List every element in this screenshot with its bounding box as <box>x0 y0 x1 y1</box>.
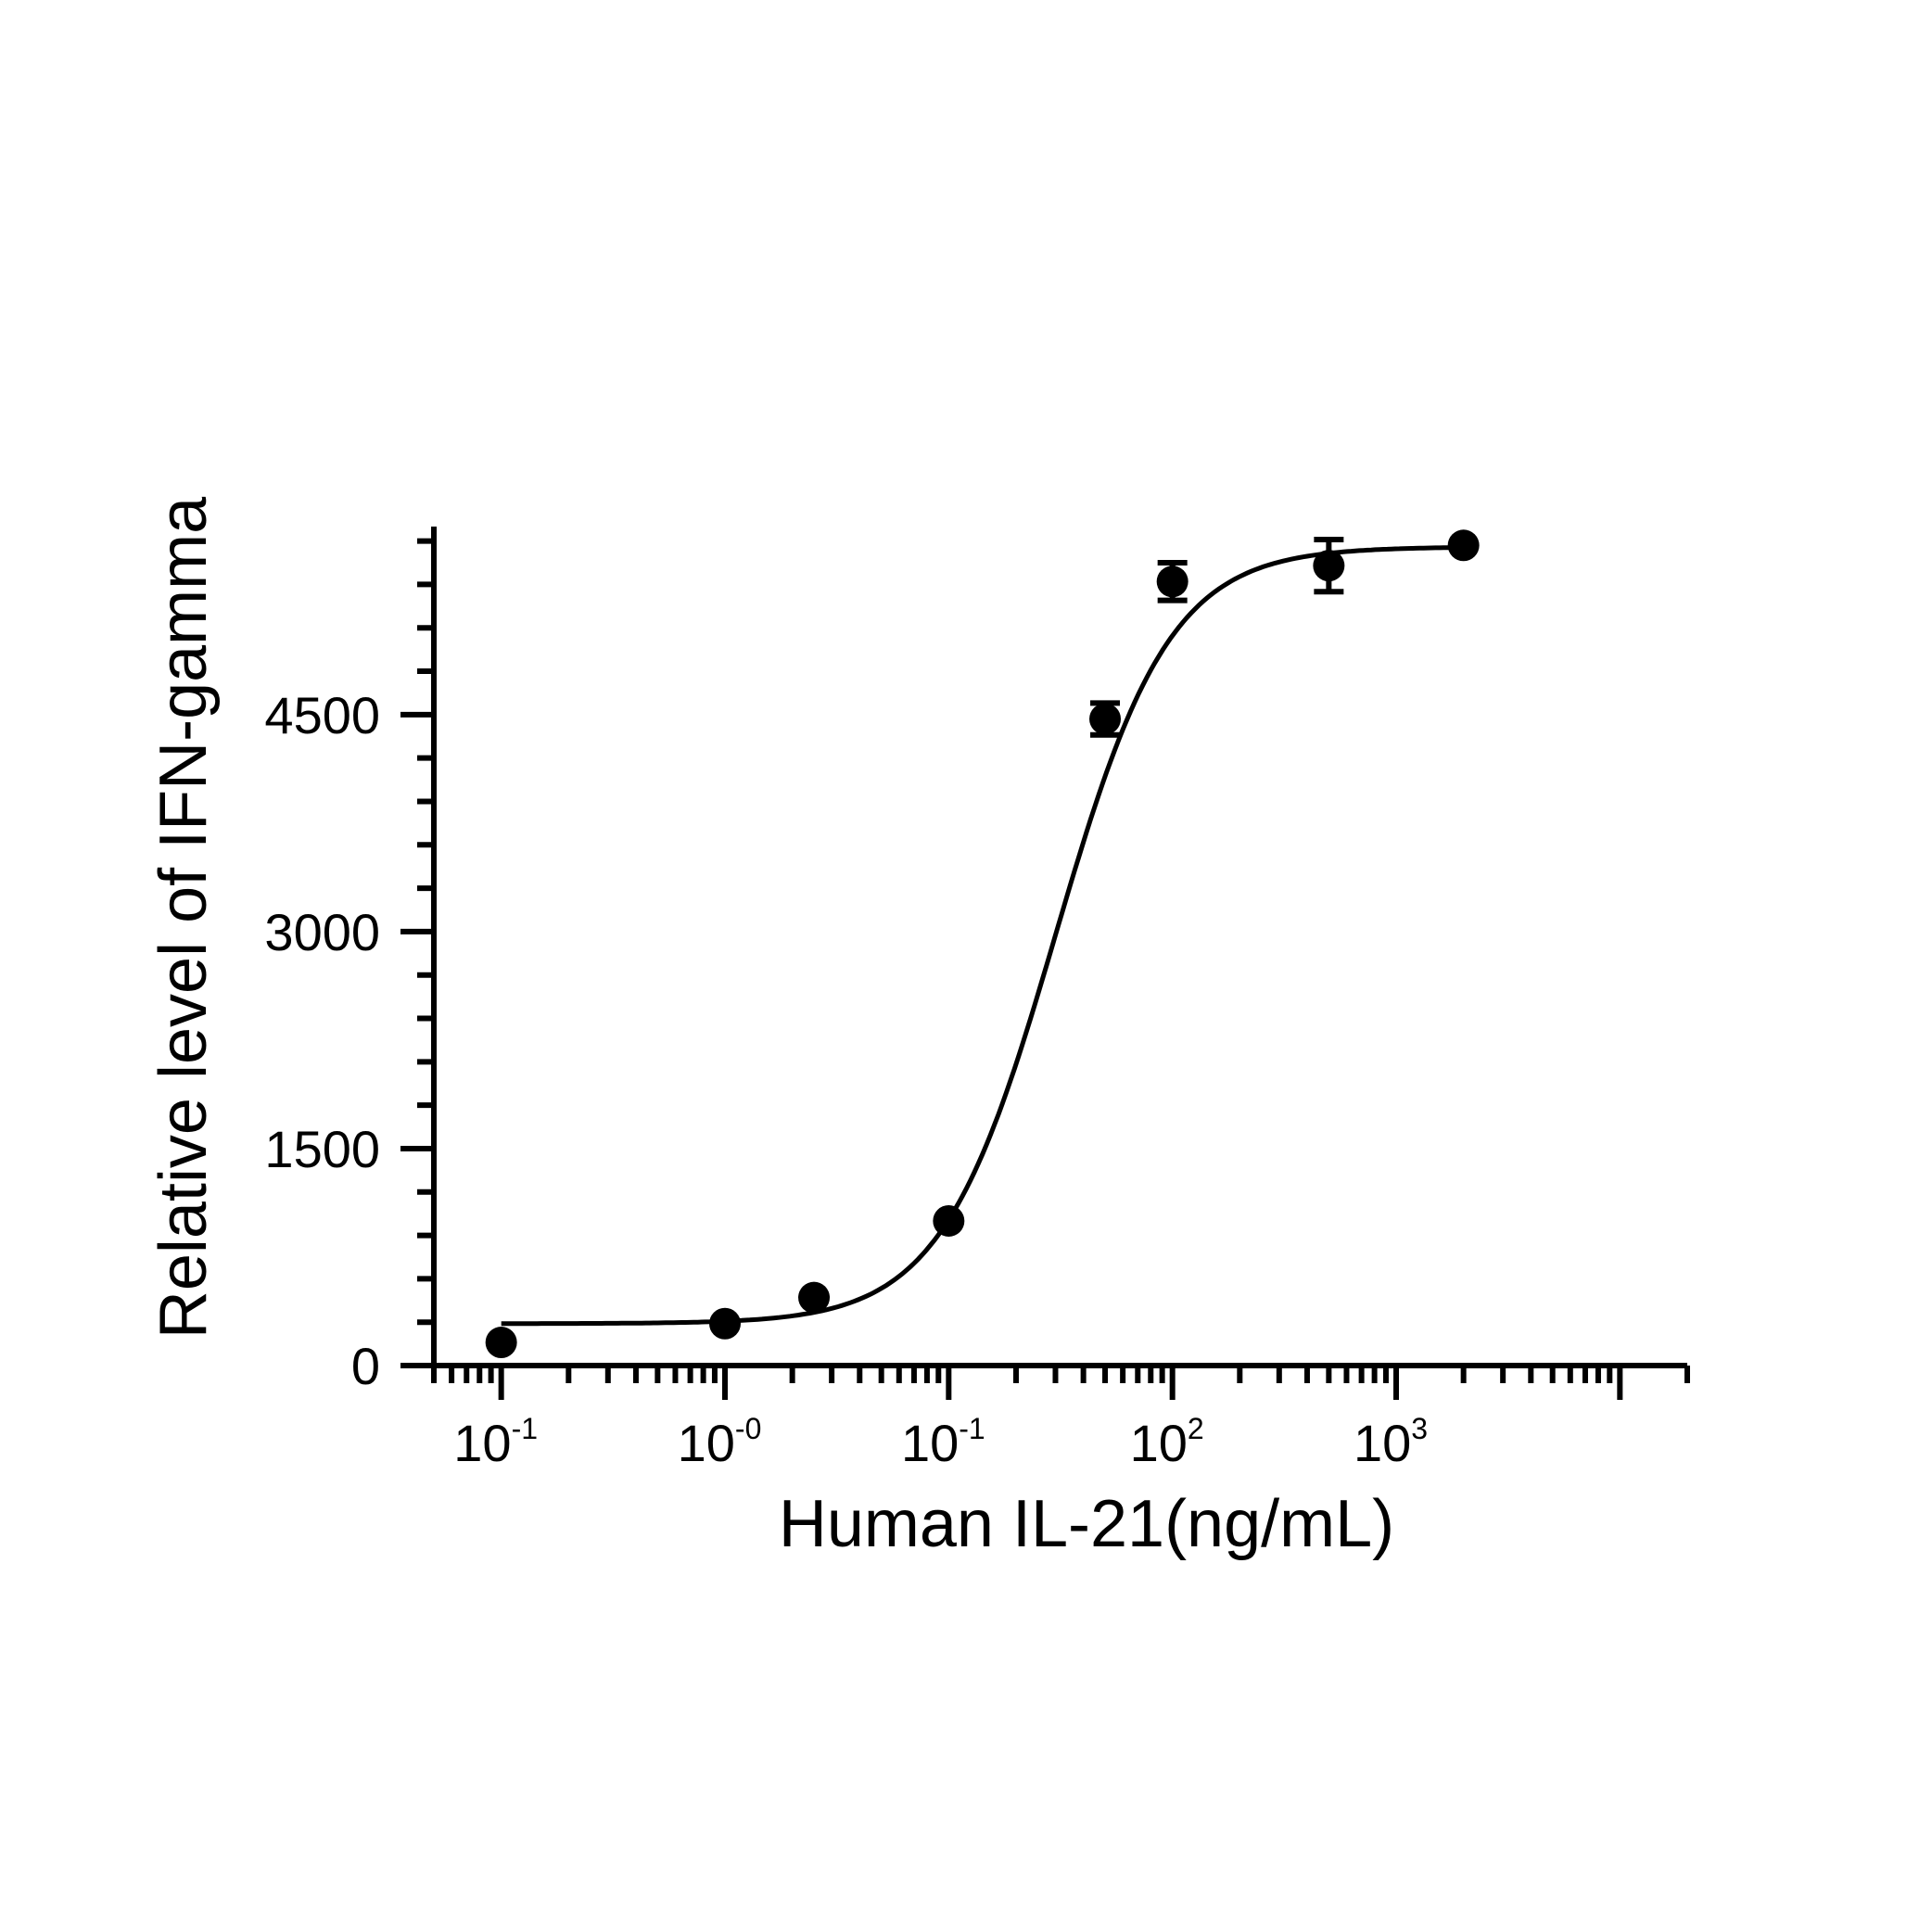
x-axis-tick-labels: 10-1 10-0 10-1 102 103 <box>453 1412 1428 1472</box>
x-axis-minor-ticks <box>431 1366 1690 1383</box>
data-point <box>1313 550 1345 582</box>
data-point <box>1156 566 1188 598</box>
fit-curve <box>501 545 1464 1327</box>
data-point <box>933 1204 965 1237</box>
data-point <box>485 1327 517 1359</box>
x-tick-label: 10-1 <box>901 1412 985 1472</box>
x-axis-title: Human IL-21(ng/mL) <box>779 1487 1394 1561</box>
x-tick-label: 103 <box>1354 1412 1428 1472</box>
y-tick-label: 1500 <box>264 1120 380 1178</box>
x-axis-major-ticks <box>498 1366 1623 1400</box>
y-tick-label: 3000 <box>264 903 380 961</box>
error-bars <box>1090 537 1344 738</box>
y-tick-label: 0 <box>351 1337 380 1395</box>
y-tick-label: 4500 <box>264 686 380 744</box>
data-points <box>485 529 1480 1359</box>
data-point <box>708 1307 741 1340</box>
data-point <box>798 1281 831 1314</box>
y-axis-major-ticks <box>400 711 434 1368</box>
x-tick-label: 102 <box>1130 1412 1204 1472</box>
data-point <box>1447 529 1480 562</box>
data-point <box>1089 703 1122 735</box>
x-tick-label: 10-1 <box>453 1412 538 1472</box>
x-tick-label: 10-0 <box>678 1412 762 1472</box>
y-axis-tick-labels: 0 1500 3000 4500 <box>264 686 380 1395</box>
y-axis-title: Relative level of IFN-gamma <box>146 496 221 1339</box>
